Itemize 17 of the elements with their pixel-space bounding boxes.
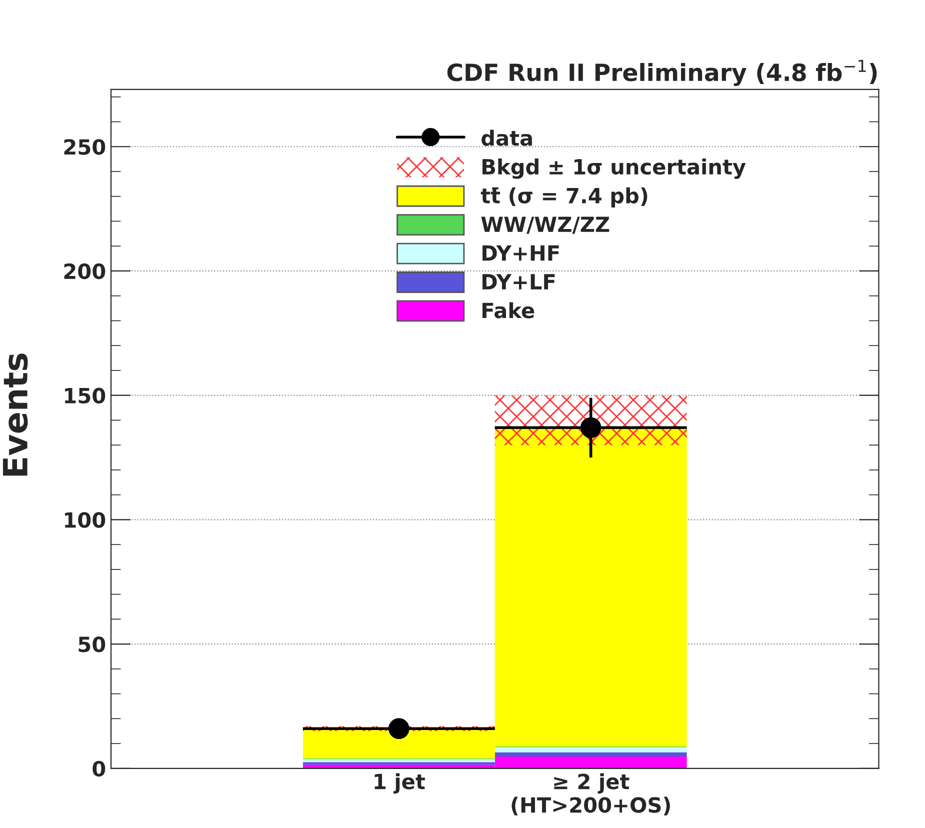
y-axis-title: Events (2, 354, 28, 476)
legend-label: Bkgd ± 1σ uncertainty (482, 158, 746, 179)
legend-label: data (482, 130, 532, 146)
y-tick-label: 0 (92, 760, 106, 777)
legend-label: DY+LF (482, 274, 555, 290)
legend-label: Fake (482, 302, 534, 318)
y-tick-label: 100 (65, 512, 106, 528)
legend-label: tt̄ (σ = 7.4 pb) (480, 187, 648, 208)
y-tick-label: 50 (78, 636, 106, 652)
legend-label: WW/WZ/ZZ (481, 216, 610, 234)
x-tick-label: 1 jet (374, 773, 425, 794)
y-tick-label: 200 (64, 263, 106, 280)
y-tick-label: 150 (65, 388, 106, 404)
chart-title: CDF Run II Preliminary (4.8 fb$^{−1}$) (447, 60, 877, 86)
legend-label: DY+HF (482, 245, 559, 261)
y-tick-label: 250 (64, 139, 106, 155)
x-tick-label: ≥ 2 jet (HT>200+OS) (512, 773, 670, 816)
